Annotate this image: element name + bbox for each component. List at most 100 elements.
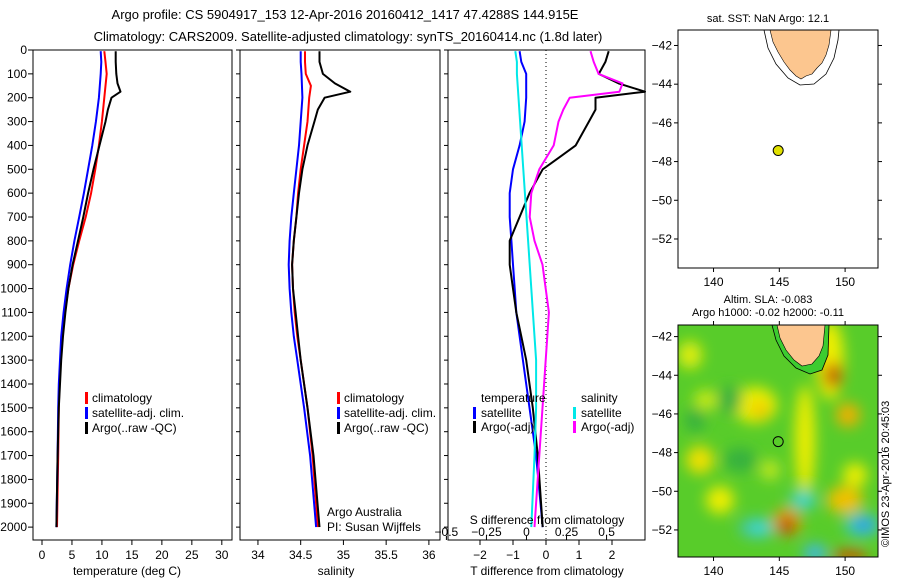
s-x-tick-label: −0.25 bbox=[471, 525, 502, 539]
s-x-tick-label: −0.5 bbox=[435, 525, 459, 539]
y-tick-label: 800 bbox=[7, 234, 27, 248]
x-tick-label: −1 bbox=[506, 548, 520, 562]
y-tick-label: 200 bbox=[7, 91, 27, 105]
legend-label: climatology bbox=[344, 391, 404, 405]
legend-title-temperature: temperature bbox=[481, 391, 546, 405]
y-tick-label: 2000 bbox=[0, 520, 27, 534]
legend-label: Argo(-adj) bbox=[481, 420, 534, 434]
series-line-argo-raw-qc- bbox=[291, 51, 352, 528]
y-tick-label: 600 bbox=[7, 186, 27, 200]
x-tick-label: 34.5 bbox=[289, 548, 313, 562]
legend-swatch-s-satellite bbox=[573, 407, 576, 419]
y-tick-label: 500 bbox=[7, 162, 27, 176]
legend-swatch-satellite bbox=[85, 407, 88, 419]
legend-label: Argo(-adj) bbox=[581, 420, 634, 434]
legend-swatch-t-satellite bbox=[473, 407, 476, 419]
legend-swatch-argo bbox=[85, 422, 88, 434]
legend-swatch-s-argo bbox=[573, 421, 576, 433]
y-tick-label: −46 bbox=[652, 407, 673, 421]
y-tick-label: 1800 bbox=[0, 472, 27, 486]
x-tick-label: 36 bbox=[422, 548, 436, 562]
x-tick-label: −2 bbox=[473, 548, 487, 562]
series-line-argo-raw-qc- bbox=[55, 51, 122, 528]
x-tick-label: 150 bbox=[835, 564, 855, 578]
sla-map-title-line2: Argo h1000: -0.02 h2000: -0.11 bbox=[692, 307, 844, 319]
y-tick-label: 0 bbox=[20, 43, 27, 57]
legend-label: satellite bbox=[481, 406, 522, 420]
figure-title-line2: Climatology: CARS2009. Satellite-adjuste… bbox=[94, 29, 603, 44]
y-tick-label: −44 bbox=[652, 368, 673, 382]
imos-credit: ©IMOS 23-Apr-2016 20:45:03 bbox=[880, 401, 892, 547]
y-tick-label: 1300 bbox=[0, 353, 27, 367]
series-line-satellite-adj-clim- bbox=[287, 51, 318, 528]
x-tick-label: 25 bbox=[185, 548, 199, 562]
x-tick-label: 140 bbox=[704, 564, 724, 578]
series-line-salinity-satellite bbox=[514, 51, 538, 528]
y-tick-label: 1100 bbox=[1, 305, 27, 319]
y-tick-label: 400 bbox=[7, 138, 27, 152]
temperature-panel: 0 5 10 15 20 25 300100200300400500600700800900… bbox=[0, 43, 229, 562]
legend-label: satellite-adj. clim. bbox=[92, 406, 184, 420]
y-tick-label: 1700 bbox=[0, 449, 27, 463]
y-tick-label: 1000 bbox=[0, 282, 27, 296]
legend-swatch-climatology bbox=[337, 392, 340, 404]
y-tick-label: −46 bbox=[652, 116, 673, 130]
series-line-satellite-adj-clim- bbox=[55, 51, 103, 528]
difference-panel: −2 −1 0 1 2−0.5 −0.25 0 0.25 0.5 bbox=[435, 49, 646, 562]
legend-label: climatology bbox=[92, 391, 152, 405]
sst-map-title: sat. SST: NaN Argo: 12.1 bbox=[707, 13, 829, 25]
legend-swatch-climatology bbox=[85, 392, 88, 404]
temperature-legend: climatology satellite-adj. clim. Argo(..… bbox=[85, 391, 184, 435]
series-line-salinity-argo-adj- bbox=[528, 50, 624, 528]
y-tick-label: −44 bbox=[652, 77, 673, 91]
y-tick-label: −52 bbox=[652, 232, 673, 246]
s-difference-label: S difference from climatology bbox=[470, 513, 625, 527]
y-tick-label: 300 bbox=[7, 115, 27, 129]
argo-float-marker bbox=[772, 436, 784, 448]
x-tick-label: 140 bbox=[704, 275, 724, 289]
x-tick-label: 0 bbox=[543, 548, 550, 562]
argo-float-marker bbox=[772, 145, 784, 157]
legend-label: Argo(..raw -QC) bbox=[92, 421, 177, 435]
x-tick-label: 0 bbox=[39, 548, 46, 562]
x-tick-label: 35 bbox=[337, 548, 351, 562]
y-tick-label: 1500 bbox=[0, 401, 27, 415]
series-line-temperature-argo-adj- bbox=[508, 50, 646, 528]
x-tick-label: 145 bbox=[769, 564, 789, 578]
salinity-panel-frame bbox=[239, 49, 441, 541]
difference-xlabel: T difference from climatology bbox=[470, 564, 624, 578]
sla-heatmap bbox=[678, 325, 878, 557]
sla-map-frame bbox=[677, 324, 879, 558]
x-tick-label: 5 bbox=[69, 548, 76, 562]
series-line-temperature-satellite bbox=[508, 51, 544, 528]
figure-title-line1: Argo profile: CS 5904917_153 12-Apr-2016… bbox=[112, 7, 579, 22]
x-tick-label: 1 bbox=[576, 548, 583, 562]
legend-swatch-t-argo bbox=[473, 421, 476, 433]
y-tick-label: −50 bbox=[652, 193, 673, 207]
pi-label: PI: Susan Wijffels bbox=[327, 520, 421, 534]
legend-swatch-satellite bbox=[337, 407, 340, 419]
s-x-tick-label: 0.5 bbox=[598, 525, 615, 539]
legend-label: Argo(..raw -QC) bbox=[344, 421, 429, 435]
legend-title-salinity: salinity bbox=[581, 391, 618, 405]
argo-australia-label: Argo Australia bbox=[327, 505, 402, 519]
y-tick-label: −42 bbox=[652, 330, 673, 344]
y-tick-label: 1200 bbox=[0, 329, 27, 343]
x-tick-label: 150 bbox=[835, 275, 855, 289]
y-tick-label: −50 bbox=[652, 484, 673, 498]
salinity-legend: climatology satellite-adj. clim. Argo(..… bbox=[337, 391, 436, 435]
y-tick-label: 100 bbox=[7, 67, 27, 81]
legend-label: satellite-adj. clim. bbox=[344, 406, 436, 420]
x-tick-label: 20 bbox=[155, 548, 169, 562]
tasmania-land bbox=[776, 325, 826, 367]
y-tick-label: 700 bbox=[7, 210, 27, 224]
y-tick-label: −48 bbox=[652, 155, 673, 169]
y-tick-label: −52 bbox=[652, 523, 673, 537]
x-tick-label: 2 bbox=[609, 548, 616, 562]
y-tick-label: −48 bbox=[652, 446, 673, 460]
s-x-tick-label: 0.25 bbox=[555, 525, 579, 539]
sst-map-axes: 140 145 150 −42 −44 −46 −48 −50 −52 bbox=[652, 38, 882, 289]
sla-map-title-line1: Altim. SLA: -0.083 bbox=[724, 294, 813, 306]
coastline-contour bbox=[763, 30, 840, 86]
